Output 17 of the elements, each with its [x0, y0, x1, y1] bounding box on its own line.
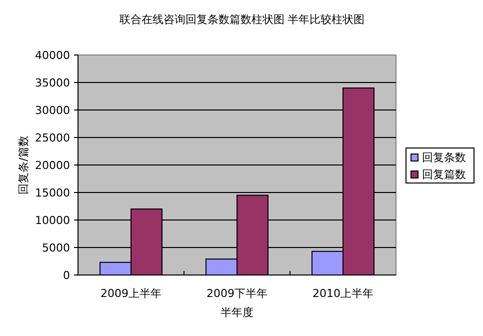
y-tick-label: 20000 [35, 159, 70, 172]
x-axis-title: 半年度 [220, 306, 254, 319]
y-tick-label: 40000 [35, 49, 70, 62]
chart-title: 联合在线咨询回复条数篇数柱状图 半年比较柱状图 [119, 13, 365, 26]
y-tick-label: 5000 [42, 242, 70, 254]
y-tick-label: 30000 [35, 104, 70, 117]
y-axis-title: 回复条/篇数 [17, 136, 30, 194]
legend-label: 回复条数 [422, 151, 466, 164]
y-tick-label: 15000 [35, 186, 70, 200]
legend-label: 回复篇数 [422, 168, 466, 181]
y-tick-label: 0 [63, 269, 70, 282]
y-tick-label: 10000 [35, 214, 70, 227]
y-tick-label: 25000 [35, 132, 70, 144]
y-tick-label: 35000 [35, 76, 70, 90]
x-tick-label: 2009下半年 [206, 287, 268, 300]
x-tick-label: 2009上半年 [100, 287, 162, 300]
x-tick-label: 2010上半年 [312, 287, 374, 300]
